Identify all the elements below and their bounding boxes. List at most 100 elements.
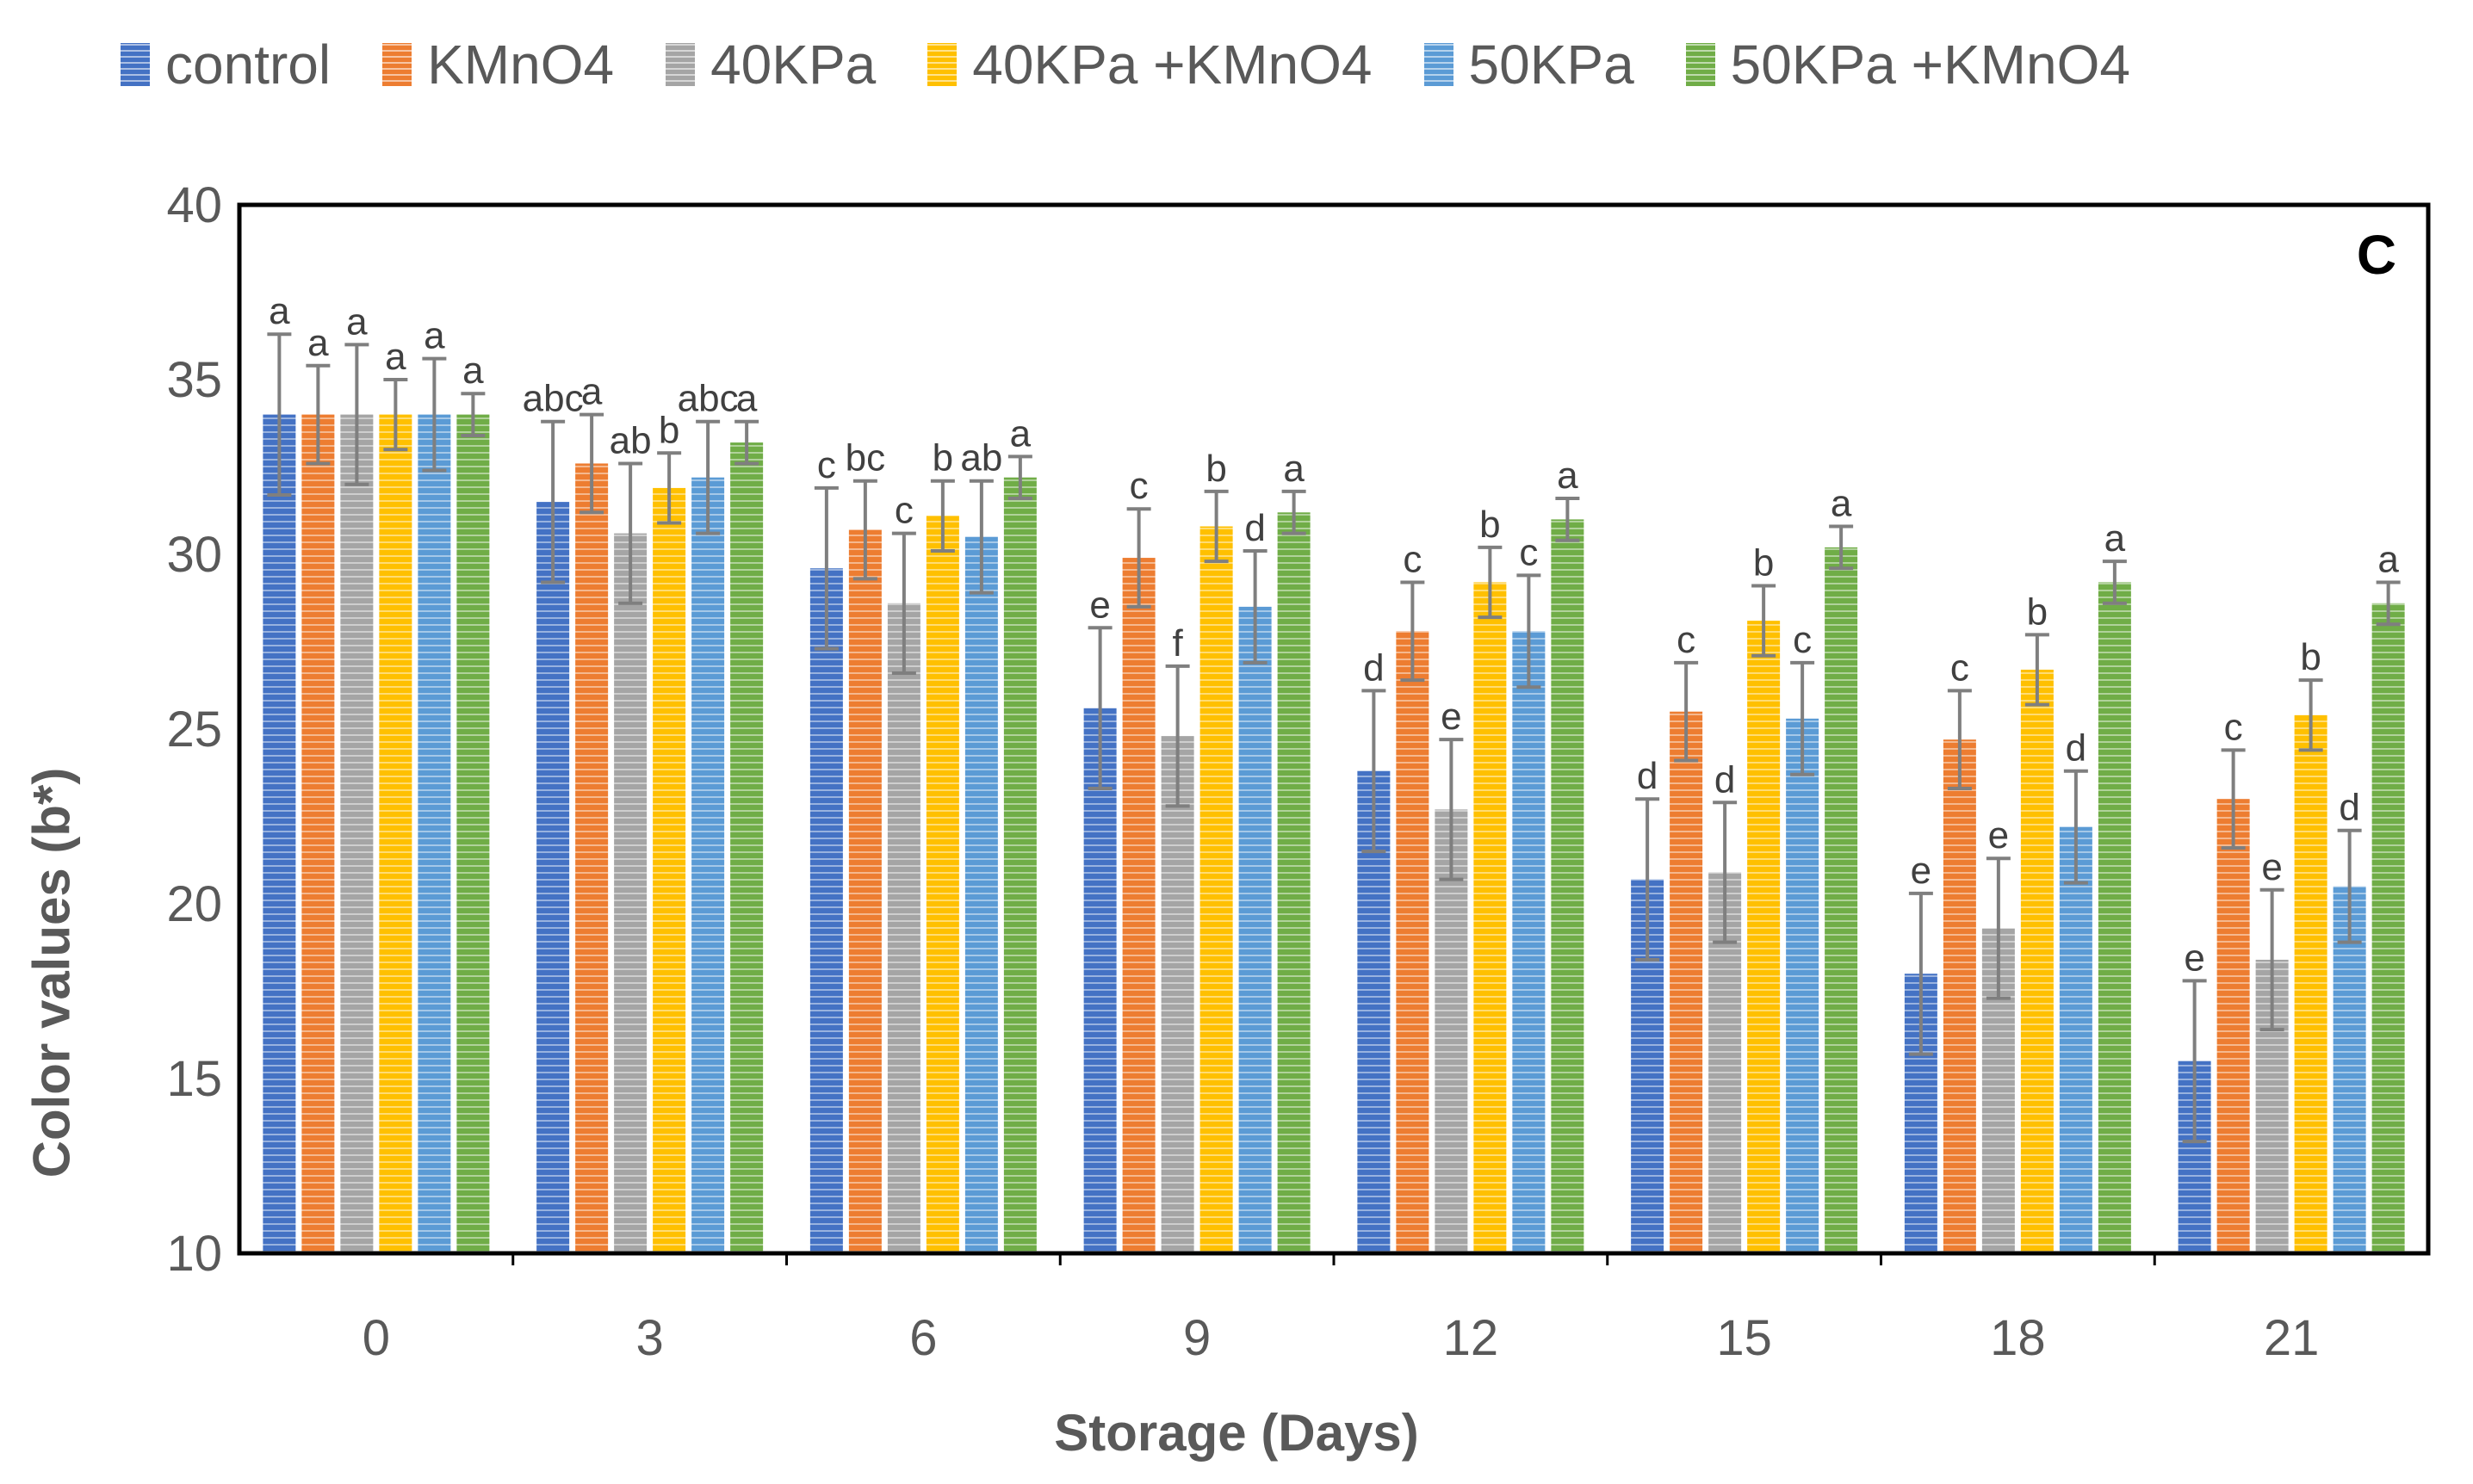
bar-kmno4 <box>1396 631 1429 1253</box>
legend-label: 40KPa <box>710 34 877 96</box>
bar-50kpa-kmno4 <box>1825 547 1858 1253</box>
bar-50kpa-kmno4 <box>1277 512 1311 1253</box>
legend-swatch <box>927 43 958 86</box>
y-axis-title: Color values (b*) <box>22 767 81 1178</box>
significance-label: b <box>1753 542 1774 584</box>
bar-40kpa-kmno4 <box>379 414 412 1254</box>
bar-50kpa-kmno4 <box>2098 582 2131 1253</box>
y-tick-label: 15 <box>166 1051 222 1107</box>
significance-label: ab <box>610 419 652 461</box>
significance-label: a <box>2377 538 2399 580</box>
legend: control KMnO4 40KPa 40KPa +KMnO4 50KPa 50KPa … <box>121 26 2182 103</box>
x-tick-label: 12 <box>1443 1310 1499 1366</box>
bar-kmno4 <box>575 463 609 1253</box>
significance-label: a <box>736 378 758 420</box>
bar-40kpa <box>1435 809 1468 1253</box>
legend-item: 40KPa +KMnO4 <box>927 33 1373 96</box>
x-tick-label: 21 <box>2264 1310 2320 1366</box>
legend-label: 50KPa <box>1468 34 1634 96</box>
legend-label: KMnO4 <box>427 34 615 96</box>
y-axis-ticks: 10 15 20 25 30 35 40 <box>166 177 222 1282</box>
significance-label: a <box>462 349 484 392</box>
significance-label: a <box>424 315 445 357</box>
y-tick-label: 25 <box>166 702 222 757</box>
bar-50kpa-kmno4 <box>456 414 490 1254</box>
bar-50kpa <box>691 477 725 1253</box>
bar-control <box>809 568 843 1253</box>
bar-kmno4 <box>1943 739 1976 1253</box>
significance-label: b <box>1479 504 1500 546</box>
significance-label: c <box>1519 531 1538 573</box>
bar-40kpa-kmno4 <box>1747 621 1781 1253</box>
bar-40kpa <box>1161 736 1194 1253</box>
legend-swatch <box>1685 43 1715 86</box>
legend-item: 50KPa <box>1423 33 1634 96</box>
significance-label: c <box>1950 646 1969 689</box>
legend-label: 50KPa +KMnO4 <box>1730 34 2130 96</box>
significance-label: b <box>659 409 679 451</box>
bar-50kpa <box>2333 886 2366 1253</box>
significance-label: bc <box>846 437 885 479</box>
bar-control <box>1083 708 1117 1253</box>
significance-label: c <box>2224 706 2243 748</box>
significance-label: a <box>1283 448 1305 490</box>
significance-label: c <box>817 444 836 486</box>
bar-40kpa-kmno4 <box>2294 714 2327 1253</box>
significance-label: a <box>1557 454 1578 497</box>
legend-swatch <box>382 43 412 86</box>
significance-label: e <box>1911 850 1931 892</box>
significance-label: b <box>933 437 953 479</box>
x-tick-label: 3 <box>635 1310 663 1366</box>
bar-50kpa-kmno4 <box>2371 603 2405 1253</box>
y-tick-label: 20 <box>166 876 222 932</box>
significance-label: a <box>1010 412 1032 454</box>
bars-layer <box>263 414 2405 1254</box>
legend-swatch <box>1423 43 1453 86</box>
x-axis-ticks: 0 3 6 9 12 15 18 21 <box>363 1253 2320 1366</box>
bar-40kpa-kmno4 <box>1199 526 1233 1253</box>
legend-swatch <box>121 43 150 86</box>
significance-label: b <box>1206 448 1226 490</box>
bar-kmno4 <box>2216 799 2250 1253</box>
significance-label: c <box>1793 619 1812 661</box>
significance-label: a <box>385 336 406 378</box>
bar-50kpa <box>418 414 451 1254</box>
significance-label: a <box>269 290 290 332</box>
error-bars-layer <box>267 332 2401 1144</box>
significance-label: abc <box>523 378 584 420</box>
bar-40kpa-kmno4 <box>2020 669 2054 1253</box>
bar-kmno4 <box>848 529 882 1253</box>
significance-label: ab <box>960 437 1002 479</box>
x-tick-label: 18 <box>1990 1310 2046 1366</box>
bar-40kpa <box>614 533 648 1253</box>
bar-50kpa <box>2059 826 2092 1253</box>
y-tick-label: 10 <box>166 1226 222 1282</box>
legend-label: control <box>165 34 332 96</box>
x-tick-label: 0 <box>363 1310 390 1366</box>
bar-40kpa-kmno4 <box>926 516 959 1253</box>
y-tick-label: 30 <box>166 527 222 583</box>
legend-item: 50KPa +KMnO4 <box>1685 33 2130 96</box>
legend-item: control <box>121 33 331 96</box>
significance-label: e <box>1988 814 2009 856</box>
legend-item: KMnO4 <box>382 33 614 96</box>
panel-label: C <box>2357 224 2396 286</box>
bar-kmno4 <box>301 414 335 1254</box>
bar-50kpa <box>1512 631 1546 1253</box>
bar-50kpa-kmno4 <box>730 442 764 1253</box>
bar-control <box>536 502 570 1253</box>
x-tick-label: 15 <box>1716 1310 1772 1366</box>
bar-50kpa <box>1238 606 1272 1253</box>
significance-label: a <box>2104 517 2126 560</box>
significance-label: abc <box>678 378 739 420</box>
significance-label: e <box>2261 846 2282 888</box>
significance-label: b <box>2027 591 2048 633</box>
significance-label: e <box>1089 584 1110 626</box>
significance-label: d <box>1637 755 1658 797</box>
bar-40kpa <box>340 414 374 1254</box>
significance-label: d <box>1714 758 1735 801</box>
bar-50kpa-kmno4 <box>1003 477 1037 1253</box>
significance-label: d <box>1363 646 1384 689</box>
bar-kmno4 <box>1670 711 1703 1253</box>
